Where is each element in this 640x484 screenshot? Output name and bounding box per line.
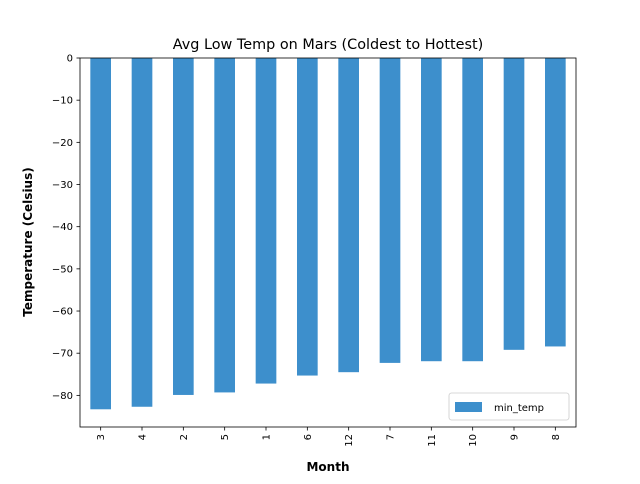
bar-month-9 [503, 58, 525, 350]
y-tick-label: −30 [52, 180, 73, 191]
y-tick-label: 0 [67, 54, 73, 65]
x-tick-label: 4 [138, 434, 149, 440]
y-axis-title: Temperature (Celsius) [21, 167, 35, 316]
plot-area [79, 57, 577, 428]
x-tick-label: 12 [344, 434, 355, 447]
y-tick-label: −50 [52, 264, 73, 275]
bar-month-5 [214, 58, 235, 393]
x-tick-label: 2 [179, 434, 190, 440]
y-tick-label: −40 [52, 222, 73, 233]
bar-month-6 [297, 58, 318, 376]
x-tick-label: 1 [262, 434, 273, 440]
bar-month-11 [421, 58, 442, 362]
x-tick-label: 9 [510, 434, 521, 440]
x-tick-label: 5 [220, 434, 231, 440]
y-tick-label: −80 [52, 391, 73, 402]
y-tick-label: −10 [52, 96, 73, 107]
x-axis-title: Month [306, 460, 349, 474]
bar-month-8 [545, 58, 566, 347]
x-tick-label: 7 [386, 434, 397, 440]
y-tick-label: −60 [52, 307, 73, 318]
bar-month-7 [379, 58, 401, 363]
legend: min_temp [448, 392, 570, 421]
bar-month-1 [255, 58, 277, 384]
bar-month-2 [173, 58, 194, 395]
x-tick-label: 8 [551, 434, 562, 440]
chart-title: Avg Low Temp on Mars (Coldest to Hottest… [173, 37, 484, 53]
axes-frame [79, 57, 577, 428]
legend-label: min_temp [494, 403, 544, 414]
x-tick-label: 10 [468, 434, 479, 447]
bar-month-10 [462, 58, 483, 362]
x-axis: 3 4 2 5 1 6 12 7 11 10 9 8 [96, 427, 562, 447]
bar-month-3 [90, 58, 111, 410]
bar-month-12 [338, 58, 359, 373]
legend-box [448, 392, 570, 421]
legend-swatch [455, 402, 482, 412]
x-tick-label: 6 [303, 434, 314, 440]
bar-month-4 [131, 58, 153, 407]
x-tick-label: 3 [96, 434, 107, 440]
y-axis: 0 −10 −20 −30 −40 −50 −60 −70 −80 [52, 54, 80, 402]
y-tick-label: −70 [52, 349, 73, 360]
y-tick-label: −20 [52, 138, 73, 149]
x-tick-label: 11 [427, 434, 438, 447]
